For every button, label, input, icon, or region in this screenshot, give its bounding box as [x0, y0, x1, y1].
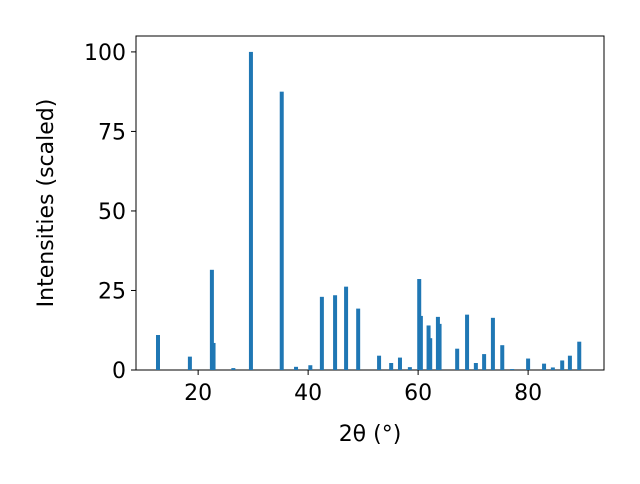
bar	[577, 341, 582, 370]
bar	[333, 295, 338, 370]
bar	[231, 368, 236, 370]
bar	[437, 323, 442, 370]
bar	[155, 335, 160, 370]
bar	[542, 363, 547, 370]
bar	[279, 91, 284, 371]
bar	[465, 314, 470, 370]
bar	[550, 367, 555, 370]
bar	[407, 367, 412, 370]
y-tick-label: 100	[84, 41, 126, 66]
bar	[567, 355, 572, 370]
bar	[482, 354, 487, 370]
bar	[389, 363, 394, 370]
bar	[377, 355, 382, 370]
bar	[211, 342, 216, 370]
y-axis-label: Intensities (scaled)	[34, 99, 59, 308]
x-axis-label: 2θ (°)	[339, 422, 402, 447]
bar	[397, 357, 402, 370]
bar	[187, 356, 192, 370]
x-tick-label: 40	[294, 381, 322, 406]
bar	[473, 363, 478, 370]
plot-frame	[135, 35, 605, 371]
y-tick-label: 50	[98, 200, 126, 225]
bar	[248, 51, 253, 371]
bar	[510, 369, 515, 370]
bar	[209, 269, 214, 370]
y-tick-label: 0	[112, 359, 126, 384]
y-tick-label: 25	[98, 279, 126, 304]
bar	[308, 365, 313, 370]
bar	[490, 317, 495, 370]
bar	[526, 358, 531, 370]
bar	[455, 348, 460, 370]
bar	[500, 345, 505, 370]
bar	[319, 296, 324, 370]
x-tick-label: 80	[514, 381, 542, 406]
bar	[428, 338, 433, 370]
x-tick-label: 20	[184, 381, 212, 406]
y-tick-label: 75	[98, 120, 126, 145]
bar	[356, 308, 361, 370]
x-tick-label: 60	[404, 381, 432, 406]
bar	[560, 360, 565, 370]
bar	[344, 286, 349, 370]
bar	[294, 366, 299, 370]
bar	[418, 315, 423, 370]
